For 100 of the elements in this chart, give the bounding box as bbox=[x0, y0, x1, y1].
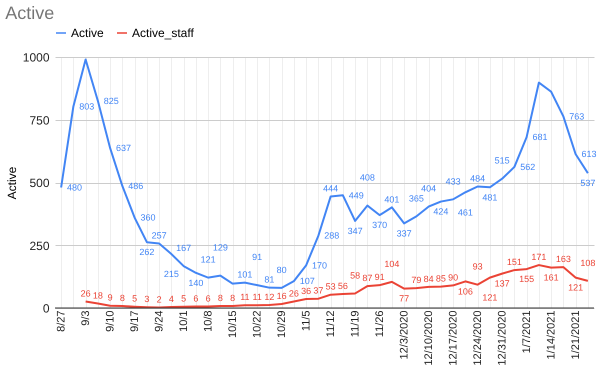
y-tick-label: 0 bbox=[42, 302, 50, 316]
x-tick-label: 11/12 bbox=[325, 310, 338, 338]
data-label: 4 bbox=[168, 294, 174, 304]
data-label: 433 bbox=[446, 176, 461, 186]
x-tick-label: 10/8 bbox=[202, 310, 215, 332]
data-label: 681 bbox=[532, 132, 548, 142]
data-label: 101 bbox=[237, 270, 252, 280]
data-label: 36 bbox=[301, 286, 312, 296]
y-tick-label: 500 bbox=[29, 176, 50, 190]
data-label: 288 bbox=[324, 230, 340, 241]
data-label: 85 bbox=[436, 274, 446, 284]
data-label: 140 bbox=[188, 278, 204, 288]
data-label: 486 bbox=[128, 181, 144, 192]
data-label: 404 bbox=[421, 184, 436, 194]
x-tick-label: 9/24 bbox=[154, 310, 166, 332]
data-label: 257 bbox=[152, 230, 167, 240]
data-label: 11 bbox=[252, 292, 262, 302]
data-label: 347 bbox=[348, 226, 363, 236]
data-label: 16 bbox=[276, 290, 287, 301]
x-tick-label: 12/17/2020 bbox=[448, 310, 460, 366]
y-tick-label: 1000 bbox=[22, 50, 50, 64]
data-label: 8 bbox=[120, 292, 125, 303]
data-label: 163 bbox=[556, 254, 571, 264]
data-label: 53 bbox=[326, 282, 336, 292]
data-label: 461 bbox=[458, 207, 473, 218]
data-label: 81 bbox=[264, 274, 274, 285]
data-label: 151 bbox=[506, 257, 522, 268]
data-label: 8 bbox=[230, 292, 236, 303]
data-label: 161 bbox=[544, 272, 559, 283]
data-label: 12 bbox=[264, 292, 274, 302]
data-label: 365 bbox=[408, 193, 424, 204]
data-label: 360 bbox=[140, 212, 156, 223]
data-label: 121 bbox=[200, 254, 216, 265]
data-label: 613 bbox=[582, 149, 597, 160]
data-label: 8 bbox=[218, 292, 223, 303]
y-tick-label: 750 bbox=[29, 113, 50, 128]
data-label: 537 bbox=[580, 178, 596, 188]
data-label: 6 bbox=[206, 293, 211, 304]
x-tick-label: 12/31/2020 bbox=[496, 310, 509, 366]
data-label: 370 bbox=[372, 220, 388, 230]
data-label: 137 bbox=[494, 278, 510, 289]
data-label: 93 bbox=[472, 262, 483, 272]
data-label: 87 bbox=[362, 273, 372, 284]
data-label: 449 bbox=[348, 190, 364, 200]
chart-title: Active bbox=[5, 3, 54, 23]
data-label: 56 bbox=[338, 280, 348, 291]
data-label: 9 bbox=[108, 292, 113, 303]
y-axis-title: Active bbox=[4, 166, 19, 200]
data-label: 91 bbox=[252, 252, 262, 262]
x-tick-label: 10/15 bbox=[227, 310, 240, 338]
data-label: 408 bbox=[360, 172, 375, 183]
data-label: 167 bbox=[176, 243, 192, 254]
data-label: 121 bbox=[482, 292, 498, 303]
data-label: 562 bbox=[520, 162, 536, 172]
data-label: 480 bbox=[67, 182, 82, 193]
data-label: 262 bbox=[139, 247, 154, 258]
data-label: 401 bbox=[384, 194, 400, 204]
x-tick-label: 9/3 bbox=[80, 310, 92, 326]
data-label: 825 bbox=[104, 96, 119, 106]
data-label: 444 bbox=[323, 184, 338, 194]
data-label: 106 bbox=[458, 286, 473, 296]
x-tick-label: 10/29 bbox=[276, 310, 288, 338]
data-label: 108 bbox=[580, 258, 596, 268]
x-tick-label: 12/10/2020 bbox=[423, 310, 436, 366]
x-tick-label: 11/26 bbox=[374, 310, 386, 338]
data-label: 2 bbox=[156, 294, 162, 304]
data-label: 171 bbox=[531, 252, 546, 262]
data-label: 107 bbox=[300, 276, 315, 286]
data-label: 129 bbox=[212, 242, 228, 253]
y-tick-label: 250 bbox=[29, 238, 50, 253]
x-tick-label: 1/21/2021 bbox=[570, 310, 582, 360]
data-label: 58 bbox=[350, 270, 360, 280]
data-label: 637 bbox=[116, 143, 132, 154]
x-tick-label: 9/17 bbox=[129, 310, 142, 332]
data-label: 11 bbox=[240, 292, 250, 302]
data-label: 215 bbox=[164, 269, 179, 280]
data-label: 515 bbox=[494, 156, 510, 166]
data-label: 484 bbox=[470, 174, 486, 184]
data-label: 80 bbox=[276, 264, 287, 275]
data-label: 77 bbox=[399, 294, 410, 304]
data-label: 121 bbox=[568, 282, 584, 293]
data-label: 3 bbox=[144, 294, 150, 304]
x-tick-label: 1/7/2021 bbox=[521, 310, 534, 354]
data-label: 18 bbox=[92, 290, 103, 300]
x-tick-label: 9/10 bbox=[104, 310, 117, 332]
x-tick-label: 12/3/2020 bbox=[398, 310, 411, 360]
data-label: 26 bbox=[80, 288, 91, 298]
x-tick-label: 1/14/2021 bbox=[546, 310, 558, 360]
legend-label: Active bbox=[71, 26, 104, 40]
data-label: 763 bbox=[569, 111, 584, 122]
x-tick-label: 11/5 bbox=[300, 310, 313, 332]
data-label: 337 bbox=[396, 228, 412, 238]
x-tick-label: 8/27 bbox=[56, 310, 68, 332]
data-label: 90 bbox=[448, 272, 458, 282]
x-tick-label: 10/1 bbox=[178, 310, 190, 332]
data-label: 26 bbox=[288, 288, 299, 298]
x-tick-label: 11/19 bbox=[350, 310, 362, 338]
legend-label: Active_staff bbox=[132, 26, 194, 40]
data-label: 91 bbox=[374, 272, 385, 282]
data-label: 424 bbox=[433, 206, 448, 217]
